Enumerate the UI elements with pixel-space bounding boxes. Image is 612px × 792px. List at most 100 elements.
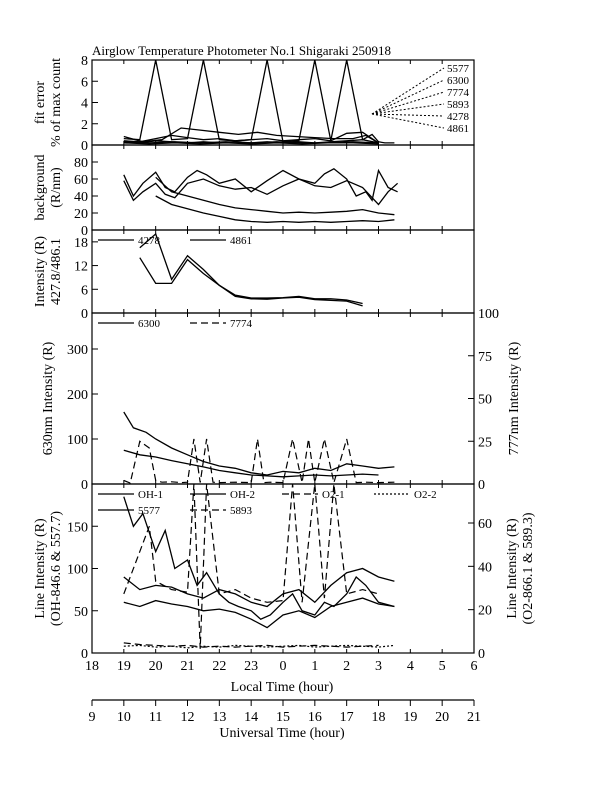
- y2-tick-label: 50: [478, 393, 492, 408]
- local-time-tick-label: 4: [407, 659, 414, 674]
- y-axis-title: fit error: [33, 81, 48, 124]
- legend-leader: [371, 103, 445, 115]
- local-time-tick-label: 21: [181, 659, 195, 674]
- local-time-tick-label: 18: [85, 659, 99, 674]
- series-line-5893: [123, 642, 379, 648]
- ut-tick-label: 19: [403, 710, 417, 725]
- local-time-tick-label: 19: [117, 659, 131, 674]
- legend-label-4861: 4861: [230, 235, 252, 247]
- legend-leader: [371, 113, 445, 117]
- ut-tick-label: 9: [89, 710, 96, 725]
- local-time-tick-label: 2: [343, 659, 350, 674]
- legend-label-6300: 6300: [138, 318, 161, 330]
- local-time-axis-title: Local Time (hour): [231, 680, 334, 695]
- y2-tick-label: 0: [478, 647, 485, 662]
- y-axis-title: (R/nm): [49, 167, 64, 208]
- y2-tick-label: 40: [478, 560, 492, 575]
- y-tick-label: 6: [81, 283, 88, 298]
- y-axis-title: (OH-846.6 & 557.7): [49, 511, 64, 626]
- legend-label-7774: 7774: [447, 87, 470, 99]
- universal-time-axis-title: Universal Time (hour): [219, 726, 345, 741]
- series-line-4861: [139, 257, 363, 307]
- y-axis-title: % of max count: [49, 58, 64, 147]
- series-group: [123, 168, 399, 223]
- y-tick-label: 18: [74, 236, 88, 251]
- y2-tick-label: 0: [478, 478, 485, 493]
- legend-label-5893: 5893: [447, 99, 470, 111]
- ut-tick-label: 20: [435, 710, 449, 725]
- ut-tick-label: 15: [276, 710, 290, 725]
- ut-tick-label: 12: [181, 710, 195, 725]
- legend-label-oh-1: OH-1: [138, 489, 163, 501]
- series-line-7774: [123, 438, 395, 484]
- legend-label-o2-1: O2-1: [322, 489, 345, 501]
- panel-fit-error: 0 2 4 6 8 fit error% of max count 557763007774…: [33, 54, 475, 154]
- y-tick-label: 0: [81, 478, 88, 493]
- y-axis-title: Intensity (R): [33, 236, 48, 307]
- series-line-6300: [123, 411, 395, 476]
- legend-label-oh-2: OH-2: [230, 489, 255, 501]
- series-line-oh-2: [123, 597, 395, 629]
- y-tick-label: 300: [67, 343, 88, 358]
- ut-tick-label: 18: [372, 710, 386, 725]
- local-time-tick-label: 23: [244, 659, 258, 674]
- series-line-5577: [123, 60, 395, 144]
- series-group: [139, 232, 363, 307]
- x-axes: Local Time (hour) Universal Time (hour) …: [85, 659, 481, 741]
- panel-630-777: 0 100 200 300 0 25 50 75 100 630nm Intensity (R) 7…: [41, 307, 522, 493]
- y-tick-label: 100: [67, 563, 88, 578]
- y-tick-label: 200: [67, 388, 88, 403]
- ut-tick-label: 21: [467, 710, 481, 725]
- panel-background: 0 20 40 60 80 background (R/nm): [33, 144, 475, 239]
- ut-tick-label: 17: [340, 710, 354, 725]
- legend-leader: [371, 113, 445, 129]
- y-tick-label: 80: [74, 156, 88, 171]
- ut-tick-label: 13: [212, 710, 226, 725]
- y-tick-label: 60: [74, 173, 88, 188]
- y-tick-label: 0: [81, 307, 88, 322]
- y-tick-label: 12: [74, 260, 88, 275]
- y2-axis-title: Line Intensity (R): [505, 518, 520, 619]
- series-group: [123, 60, 395, 145]
- legend-label-5893: 5893: [230, 505, 253, 517]
- y-tick-label: 0: [81, 224, 88, 239]
- legend-leader: [371, 79, 445, 115]
- legend-label-4278: 4278: [447, 111, 470, 123]
- y-tick-label: 20: [74, 207, 88, 222]
- ut-tick-label: 11: [149, 710, 162, 725]
- y-tick-label: 40: [74, 190, 88, 205]
- panel-intensity-427-486: 0 6 12 18 Intensity (R) 427.8/486.1 4278 4861: [33, 229, 475, 322]
- local-time-tick-label: 6: [471, 659, 478, 674]
- series-line-o2-1: [123, 484, 379, 649]
- local-time-tick-label: 3: [375, 659, 382, 674]
- y-axis-title: 630nm Intensity (R): [41, 341, 56, 455]
- y-tick-label: 6: [81, 75, 88, 90]
- y-tick-label: 150: [67, 520, 88, 535]
- series-group: [123, 484, 395, 649]
- local-time-tick-label: 22: [212, 659, 226, 674]
- y2-axis-title: (O2-866.1 & 589.3): [521, 512, 536, 624]
- y-tick-label: 0: [81, 647, 88, 662]
- y-axis-title: Line Intensity (R): [33, 518, 48, 619]
- series-line-b: [123, 178, 399, 206]
- y2-tick-label: 100: [478, 307, 499, 322]
- legend-label-o2-2: O2-2: [414, 489, 437, 501]
- local-time-tick-label: 0: [280, 659, 287, 674]
- y2-tick-label: 75: [478, 350, 492, 365]
- legend-leader: [371, 91, 445, 115]
- series-line-4278: [139, 232, 363, 305]
- legend-label-5577: 5577: [447, 63, 470, 75]
- y2-axis-title: 777nm Intensity (R): [507, 341, 522, 455]
- local-time-tick-label: 5: [439, 659, 446, 674]
- y-tick-label: 8: [81, 54, 88, 69]
- legend-leader: [371, 67, 445, 115]
- y-axis-title: background: [33, 154, 48, 220]
- y-tick-label: 2: [81, 118, 88, 133]
- series-line-d: [155, 195, 395, 223]
- series-line-4861: [123, 141, 379, 144]
- panel-frame: [91, 312, 475, 485]
- series-line-oh-1: [123, 567, 395, 608]
